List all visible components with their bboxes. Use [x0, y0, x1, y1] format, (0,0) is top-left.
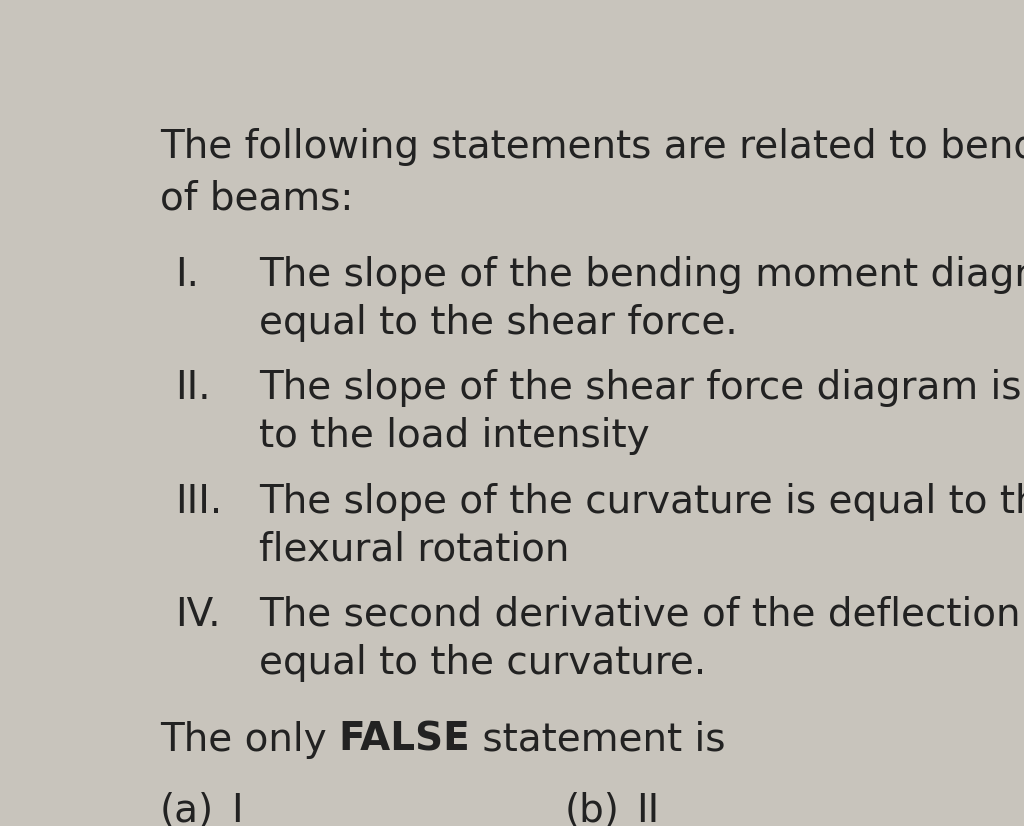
Text: I: I	[231, 792, 243, 826]
Text: flexural rotation: flexural rotation	[259, 530, 569, 568]
Text: of beams:: of beams:	[160, 180, 353, 218]
Text: (a): (a)	[160, 792, 214, 826]
Text: The slope of the bending moment diagram is: The slope of the bending moment diagram …	[259, 256, 1024, 294]
Text: to the load intensity: to the load intensity	[259, 417, 649, 455]
Text: II.: II.	[176, 369, 211, 407]
Text: FALSE: FALSE	[339, 720, 470, 758]
Text: III.: III.	[176, 482, 223, 520]
Text: I.: I.	[176, 256, 200, 294]
Text: The slope of the curvature is equal to the: The slope of the curvature is equal to t…	[259, 482, 1024, 520]
Text: equal to the shear force.: equal to the shear force.	[259, 304, 737, 342]
Text: The following statements are related to bending: The following statements are related to …	[160, 128, 1024, 166]
Text: II: II	[636, 792, 659, 826]
Text: IV.: IV.	[176, 596, 221, 634]
Text: The slope of the shear force diagram is equal: The slope of the shear force diagram is …	[259, 369, 1024, 407]
Text: equal to the curvature.: equal to the curvature.	[259, 643, 707, 681]
Text: The second derivative of the deflection is: The second derivative of the deflection …	[259, 596, 1024, 634]
Text: The only: The only	[160, 720, 339, 758]
Text: (b): (b)	[564, 792, 620, 826]
Text: statement is: statement is	[470, 720, 726, 758]
